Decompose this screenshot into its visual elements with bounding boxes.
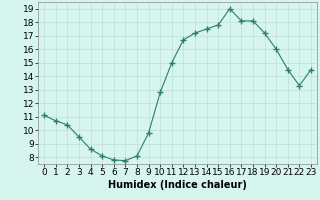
X-axis label: Humidex (Indice chaleur): Humidex (Indice chaleur) [108, 180, 247, 190]
